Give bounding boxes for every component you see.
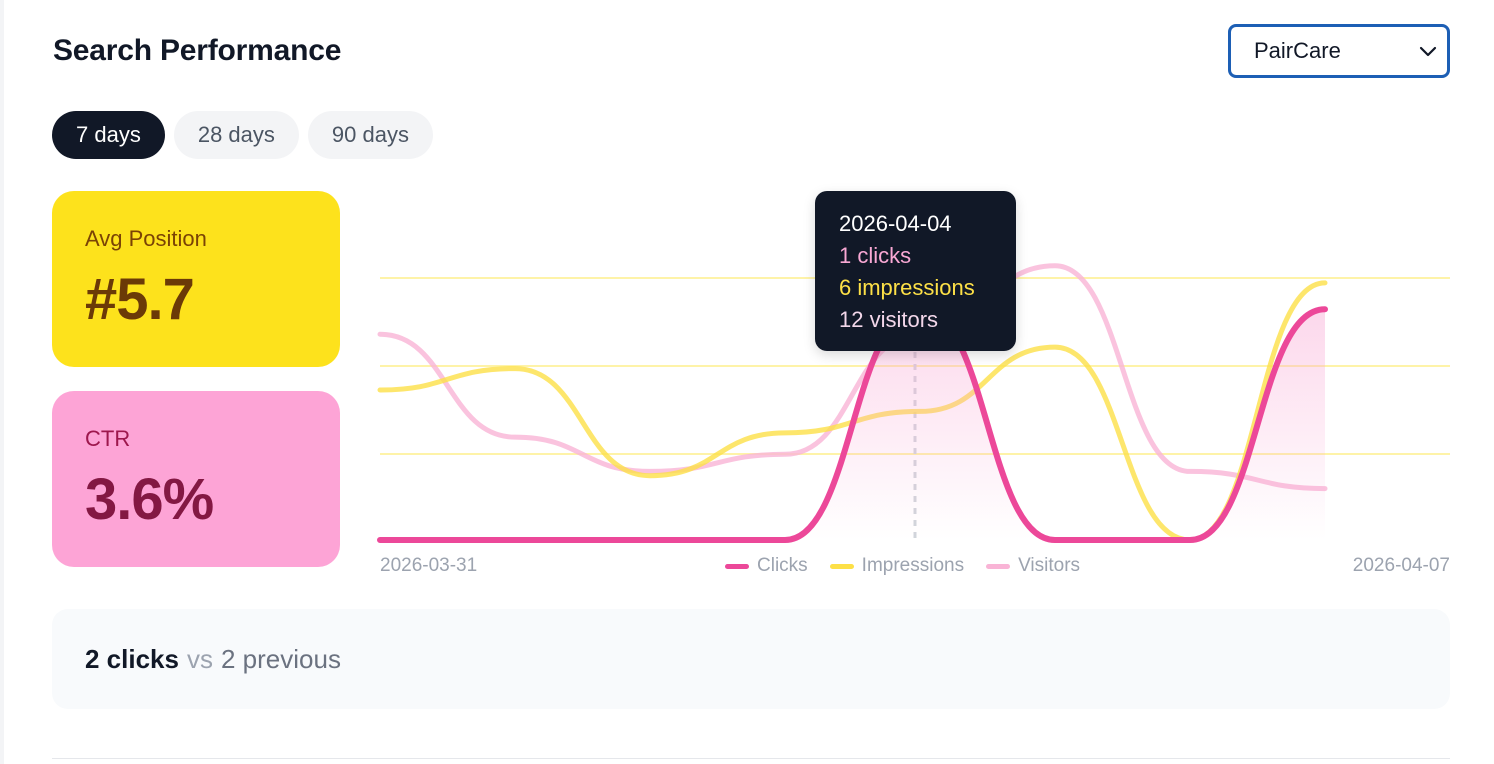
ctr-value: 3.6% xyxy=(85,467,214,532)
site-selector-value: PairCare xyxy=(1254,38,1341,63)
legend-swatch-impressions xyxy=(829,563,854,569)
tooltip-date: 2026-04-04 xyxy=(839,211,952,236)
summary-vs: vs xyxy=(186,643,213,674)
tooltip-impressions: 6 impressions xyxy=(839,275,975,300)
page-title: Search Performance xyxy=(53,34,342,67)
clicks-summary: 2 clicks vs 2 previous xyxy=(52,609,1450,709)
chevron-down-icon xyxy=(1419,46,1437,57)
site-selector[interactable]: PairCare xyxy=(1228,24,1450,78)
legend-item-clicks[interactable]: Clicks xyxy=(725,555,808,577)
ctr-card: CTR 3.6% xyxy=(52,391,340,567)
x-axis-end-label: 2026-04-07 xyxy=(1352,555,1450,576)
bottom-divider xyxy=(52,758,1450,759)
legend-label-impressions: Impressions xyxy=(861,555,965,576)
tooltip-clicks: 1 clicks xyxy=(839,243,912,268)
tab-7-days[interactable]: 7 days xyxy=(52,111,165,159)
legend-swatch-clicks xyxy=(725,563,749,569)
tab-28-days[interactable]: 28 days xyxy=(173,111,299,159)
summary-previous: 2 previous xyxy=(220,643,341,674)
ctr-label: CTR xyxy=(85,426,131,451)
left-border xyxy=(0,0,4,764)
chart-tooltip: 2026-04-04 1 clicks 6 impressions 12 vis… xyxy=(815,191,1016,351)
chart-legend: Clicks Impressions Visitors xyxy=(725,555,1080,577)
legend-label-visitors: Visitors xyxy=(1018,555,1081,576)
legend-swatch-visitors xyxy=(986,563,1011,569)
legend-item-impressions[interactable]: Impressions xyxy=(829,555,965,577)
x-axis-start-label: 2026-03-31 xyxy=(380,555,478,576)
avg-position-label: Avg Position xyxy=(85,226,207,251)
legend-label-clicks: Clicks xyxy=(757,555,808,576)
avg-position-card: Avg Position #5.7 xyxy=(52,191,340,367)
tooltip-visitors: 12 visitors xyxy=(839,307,939,332)
legend-item-visitors[interactable]: Visitors xyxy=(986,555,1080,577)
avg-position-value: #5.7 xyxy=(85,267,195,332)
summary-clicks: 2 clicks xyxy=(85,643,179,674)
range-tabs: 7 days 28 days 90 days xyxy=(52,111,433,159)
tab-90-days[interactable]: 90 days xyxy=(307,111,433,159)
